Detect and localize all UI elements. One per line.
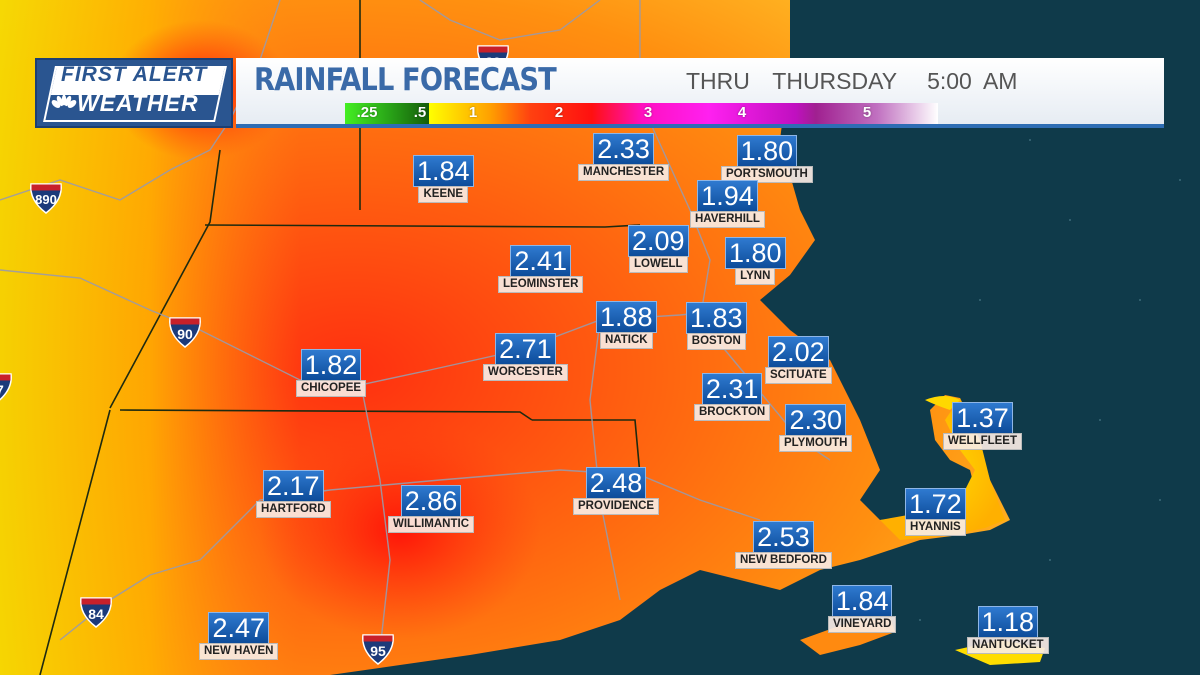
- city-name: WILLIMANTIC: [388, 516, 475, 533]
- city-name: MANCHESTER: [578, 164, 670, 181]
- city-vineyard: 1.84 VINEYARD: [828, 585, 897, 633]
- legend-tick: .25: [356, 104, 378, 121]
- city-hartford: 2.17 HARTFORD: [256, 470, 331, 518]
- city-new-haven: 2.47 NEW HAVEN: [199, 612, 279, 660]
- legend-green: .25 .5: [345, 103, 429, 124]
- rainfall-value: 2.48: [585, 467, 647, 499]
- interstate-95-shield: 95: [360, 631, 396, 667]
- rainfall-value: 2.47: [208, 612, 269, 644]
- rainfall-value: 2.41: [510, 245, 571, 277]
- cape-tip: [925, 396, 960, 410]
- city-name: LEOMINSTER: [498, 276, 584, 293]
- city-name: HARTFORD: [256, 501, 331, 518]
- city-keene: 1.84 KEENE: [413, 155, 474, 203]
- first-alert-weather-logo: FIRST ALERT WEATHER: [35, 58, 233, 128]
- legend-warm: 1 2 3 4 5: [429, 103, 938, 124]
- interstate-890-shield: 890: [28, 180, 64, 216]
- city-brockton: 2.31 BROCKTON: [694, 373, 771, 421]
- city-boston: 1.83 BOSTON: [686, 302, 747, 350]
- rainfall-value: 2.09: [628, 225, 689, 257]
- city-name: CHICOPEE: [296, 380, 367, 397]
- logo-weather: WEATHER: [77, 90, 199, 116]
- city-name: SCITUATE: [765, 367, 832, 384]
- peacock-icon: [51, 94, 77, 108]
- interstate-90-shield: 90: [167, 314, 203, 350]
- city-name: NEW HAVEN: [199, 643, 279, 660]
- rainfall-value: 1.94: [697, 180, 758, 212]
- city-name: PLYMOUTH: [779, 435, 853, 452]
- city-natick: 1.88 NATICK: [596, 301, 657, 349]
- city-name: BROCKTON: [694, 404, 771, 421]
- rainfall-value: 2.71: [495, 333, 556, 365]
- city-wellfleet: 1.37 WELLFLEET: [943, 402, 1022, 450]
- rainfall-value: 2.33: [593, 133, 654, 165]
- forecast-day: THURSDAY: [772, 68, 897, 94]
- city-lynn: 1.80 LYNN: [725, 237, 786, 285]
- city-name: NEW BEDFORD: [735, 552, 832, 569]
- city-leominster: 2.41 LEOMINSTER: [498, 245, 584, 293]
- city-willimantic: 2.86 WILLIMANTIC: [388, 485, 475, 533]
- page-title: RAINFALL FORECAST: [254, 62, 557, 98]
- city-manchester: 2.33 MANCHESTER: [578, 133, 670, 181]
- forecast-time: 5:00 AM: [927, 68, 1018, 94]
- legend-tick: .5: [413, 104, 427, 121]
- legend-tick: 1: [468, 104, 478, 121]
- legend-tick: 5: [862, 104, 872, 121]
- city-name: VINEYARD: [828, 616, 897, 633]
- header-bar: RAINFALL FORECAST THRU THURSDAY 5:00 AM …: [236, 58, 1164, 128]
- rainfall-value: 2.31: [701, 373, 763, 405]
- rainfall-value: 1.37: [952, 402, 1013, 434]
- city-providence: 2.48 PROVIDENCE: [573, 467, 660, 515]
- legend-tick: 3: [643, 104, 653, 121]
- city-chicopee: 1.82 CHICOPEE: [296, 349, 367, 397]
- city-name: BOSTON: [686, 333, 746, 350]
- rainfall-value: 1.80: [725, 237, 786, 269]
- rainfall-value: 2.53: [753, 521, 814, 553]
- rainfall-value: 2.17: [262, 470, 324, 502]
- rainfall-value: 1.82: [300, 349, 362, 381]
- city-name: WELLFLEET: [943, 433, 1022, 450]
- city-hyannis: 1.72 HYANNIS: [905, 488, 966, 536]
- city-new-bedford: 2.53 NEW BEDFORD: [735, 521, 832, 569]
- rainfall-value: 2.02: [768, 336, 829, 368]
- city-worcester: 2.71 WORCESTER: [483, 333, 568, 381]
- legend-tick: 4: [737, 104, 747, 121]
- thru-label: THRU: [686, 68, 750, 94]
- city-name: WORCESTER: [483, 364, 568, 381]
- rainfall-value: 2.30: [785, 404, 847, 436]
- rainfall-value: 1.88: [596, 301, 657, 333]
- city-name: NANTUCKET: [967, 637, 1049, 654]
- city-plymouth: 2.30 PLYMOUTH: [779, 404, 853, 452]
- rainfall-value: 1.84: [413, 155, 474, 187]
- city-name: PORTSMOUTH: [721, 166, 813, 183]
- city-haverhill: 1.94 HAVERHILL: [690, 180, 765, 228]
- rainfall-value: 1.72: [905, 488, 966, 520]
- rainfall-value: 1.80: [736, 135, 798, 167]
- city-nantucket: 1.18 NANTUCKET: [967, 606, 1049, 654]
- rainfall-value: 1.18: [977, 606, 1039, 638]
- city-scituate: 2.02 SCITUATE: [765, 336, 832, 384]
- logo-first-alert: FIRST ALERT: [61, 63, 208, 86]
- ocean-texture: [919, 139, 1181, 621]
- legend-tick: 2: [554, 104, 564, 121]
- interstate-87-shield: 87: [0, 370, 14, 406]
- city-name: HAVERHILL: [690, 211, 765, 228]
- forecast-period: THRU THURSDAY 5:00 AM: [686, 68, 1017, 95]
- city-name: PROVIDENCE: [573, 498, 660, 515]
- rainfall-value: 1.84: [831, 585, 893, 617]
- rainfall-value: 1.83: [686, 302, 747, 334]
- city-portsmouth: 1.80 PORTSMOUTH: [721, 135, 813, 183]
- city-name: HYANNIS: [905, 519, 966, 536]
- city-name: LOWELL: [629, 256, 688, 273]
- city-name: NATICK: [599, 332, 653, 349]
- city-name: LYNN: [735, 268, 776, 285]
- rainfall-legend: .25 .5 1 2 3 4 5: [345, 103, 938, 124]
- city-name: KEENE: [418, 186, 469, 203]
- city-lowell: 2.09 LOWELL: [628, 225, 689, 273]
- rainfall-value: 2.86: [400, 485, 462, 517]
- interstate-84-shield: 84: [78, 594, 114, 630]
